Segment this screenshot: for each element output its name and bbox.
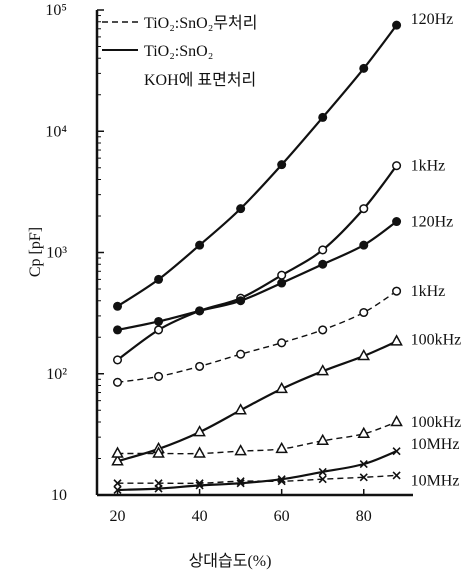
data-point xyxy=(316,364,329,376)
x-tick-label: 80 xyxy=(356,508,372,525)
series-4 xyxy=(111,334,403,466)
series-label: 120Hz xyxy=(411,11,454,28)
x-axis-title: 상대습도(%) xyxy=(189,552,272,570)
data-point xyxy=(318,325,328,335)
y-tick-label: 10³ xyxy=(46,245,67,262)
data-point xyxy=(359,459,368,469)
y-tick-label: 10² xyxy=(46,366,67,383)
data-point xyxy=(111,454,124,466)
data-point xyxy=(318,112,328,122)
series-0 xyxy=(113,20,402,311)
series-layer xyxy=(111,20,403,495)
data-point xyxy=(113,301,123,311)
data-point xyxy=(236,204,246,214)
legend-label-treated: TiO₂:SnO₂ xyxy=(144,43,213,60)
data-point xyxy=(112,377,123,387)
data-point xyxy=(277,278,287,288)
data-point xyxy=(277,338,287,348)
data-point xyxy=(195,240,205,250)
legend-label-untreated: TiO₂:SnO₂무처리 xyxy=(144,14,257,32)
data-point xyxy=(275,381,288,394)
y-axis-title: Cp [pF] xyxy=(27,227,44,277)
data-point xyxy=(193,425,206,437)
data-point xyxy=(234,403,247,415)
data-point xyxy=(318,475,327,484)
series-labels-layer: 120Hz 1kHz 120Hz 1kHz 100kHz 100kHz 10MHz 10MHz xyxy=(411,11,462,489)
data-point xyxy=(318,245,328,255)
data-point xyxy=(113,485,122,495)
data-point xyxy=(392,286,402,296)
data-point xyxy=(275,441,288,454)
x-tick-label: 40 xyxy=(192,508,208,525)
data-point xyxy=(316,433,329,446)
series-3 xyxy=(112,286,402,387)
data-point xyxy=(359,204,369,214)
data-point xyxy=(359,63,369,73)
data-point xyxy=(392,161,402,171)
data-point xyxy=(277,477,286,486)
series-label: 100kHz xyxy=(411,331,462,348)
data-point xyxy=(113,325,123,335)
data-point xyxy=(195,361,205,371)
data-point xyxy=(236,296,246,306)
series-2 xyxy=(113,217,402,335)
data-point xyxy=(359,240,369,250)
series-label: 120Hz xyxy=(411,214,454,231)
data-point xyxy=(357,348,371,361)
series-label: 1kHz xyxy=(411,158,446,175)
data-point xyxy=(195,306,205,316)
data-point xyxy=(277,160,287,170)
data-point xyxy=(392,471,401,480)
data-point xyxy=(318,259,328,269)
data-point xyxy=(193,446,206,458)
data-point xyxy=(154,325,164,335)
y-tick-label: 10⁵ xyxy=(45,2,67,19)
series-line xyxy=(117,290,397,383)
data-point xyxy=(236,349,246,359)
series-label: 10MHz xyxy=(411,472,460,489)
legend-label-koh: KOH에 표면처리 xyxy=(144,71,256,89)
data-point xyxy=(318,467,327,476)
data-point xyxy=(154,479,163,488)
data-point xyxy=(154,371,164,382)
series-label: 100kHz xyxy=(411,414,462,431)
x-tick-label: 20 xyxy=(110,508,126,525)
y-tick-label: 10⁴ xyxy=(45,123,67,140)
legend: TiO₂:SnO₂무처리 TiO₂:SnO₂ KOH에 표면처리 xyxy=(102,14,257,89)
tick-layer: 20 40 60 80 10 10² 10³ 10⁴ 10⁵ xyxy=(45,2,371,525)
series-line xyxy=(117,340,398,463)
y-tick-label: 10 xyxy=(51,487,67,504)
data-point xyxy=(152,446,165,458)
data-point xyxy=(234,444,247,456)
data-point xyxy=(195,479,204,488)
data-point xyxy=(359,473,368,482)
series-line xyxy=(116,24,398,308)
data-point xyxy=(154,274,164,284)
series-5 xyxy=(111,414,403,458)
data-point xyxy=(357,426,371,439)
data-point xyxy=(392,217,402,227)
data-point xyxy=(392,447,401,456)
data-point xyxy=(111,446,124,458)
x-tick-label: 60 xyxy=(274,508,290,525)
data-point xyxy=(113,479,122,488)
series-line xyxy=(117,474,397,485)
series-label: 1kHz xyxy=(411,283,446,300)
data-point xyxy=(392,20,402,30)
data-point xyxy=(277,270,287,280)
series-7 xyxy=(113,471,401,488)
series-label: 10MHz xyxy=(411,436,460,453)
data-point xyxy=(359,307,369,318)
data-point xyxy=(390,334,403,346)
data-point xyxy=(236,477,245,486)
data-point xyxy=(112,355,123,365)
data-point xyxy=(154,316,164,326)
data-point xyxy=(390,414,403,427)
